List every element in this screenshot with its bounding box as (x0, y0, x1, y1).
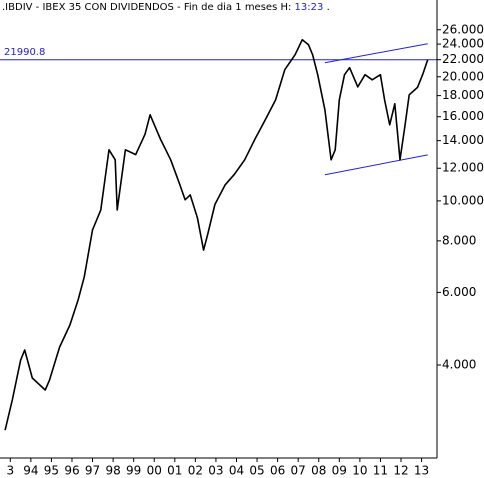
y-tick-label: 14.000 (442, 133, 484, 147)
x-tick-label: 07 (291, 464, 306, 478)
chart-title: .IBDIV - IBEX 35 CON DIVIDENDOS - Fin de… (2, 2, 330, 13)
x-tick-label: 97 (85, 464, 100, 478)
x-tick-label: 96 (64, 464, 79, 478)
x-tick-label: 05 (249, 464, 264, 478)
title-end: . (327, 2, 330, 13)
reference-label: 21990.8 (4, 47, 45, 58)
x-tick-label: 12 (393, 464, 408, 478)
y-tick-label: 16.000 (442, 109, 484, 123)
x-tick-label: 3 (6, 464, 14, 478)
y-tick-label: 10.000 (442, 193, 484, 207)
x-tick-label: 03 (208, 464, 223, 478)
y-tick-label: 4.000 (442, 358, 476, 372)
x-tick-label: 11 (373, 464, 388, 478)
x-tick-label: 95 (44, 464, 59, 478)
x-tick-label: 00 (147, 464, 162, 478)
y-tick-label: 22.000 (442, 52, 484, 66)
x-tick-label: 98 (105, 464, 120, 478)
title-time: 13:23 (295, 2, 324, 13)
plot-area (0, 38, 437, 431)
x-tick-label: 08 (311, 464, 326, 478)
y-tick-label: 24.000 (442, 37, 484, 51)
x-tick-label: 06 (270, 464, 285, 478)
y-tick-label: 26.000 (442, 22, 484, 36)
trend-line (324, 43, 428, 64)
price-line (4, 38, 429, 431)
y-tick-label: 18.000 (442, 88, 484, 102)
x-tick-label: 13 (414, 464, 429, 478)
x-tick-label: 02 (188, 464, 203, 478)
y-tick-label: 12.000 (442, 161, 484, 175)
x-tick-label: 01 (167, 464, 182, 478)
y-tick-label: 20.000 (442, 69, 484, 83)
y-tick-label: 6.000 (442, 285, 476, 299)
x-tick-label: 99 (126, 464, 141, 478)
x-tick-label: 04 (229, 464, 244, 478)
x-tick-label: 94 (23, 464, 38, 478)
trend-line (324, 154, 428, 176)
x-tick-label: 10 (352, 464, 367, 478)
title-text: .IBDIV - IBEX 35 CON DIVIDENDOS - Fin de… (2, 2, 291, 13)
x-tick-label: 09 (332, 464, 347, 478)
y-tick-label: 8.000 (442, 233, 476, 247)
